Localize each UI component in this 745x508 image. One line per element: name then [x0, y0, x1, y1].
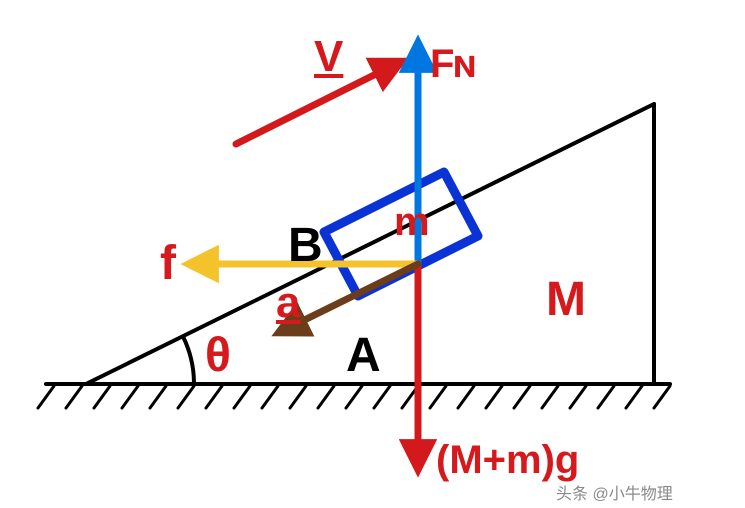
ground-hatch — [318, 386, 334, 408]
label-A: A — [346, 328, 381, 383]
label-f: f — [160, 236, 176, 291]
ground-hatch — [626, 386, 642, 408]
ground-hatch — [94, 386, 110, 408]
ground-hatch — [206, 386, 222, 408]
label-M: M — [546, 272, 586, 327]
label-a: a — [276, 278, 300, 328]
ground-hatch — [514, 386, 530, 408]
ground-hatch — [178, 386, 194, 408]
label-FN: Fɴ — [430, 42, 475, 87]
ground-hatch — [430, 386, 446, 408]
ground-hatch — [486, 386, 502, 408]
ground-hatch — [290, 386, 306, 408]
label-theta: θ — [205, 328, 231, 383]
ground-hatch — [234, 386, 250, 408]
ground-hatch — [598, 386, 614, 408]
ground-hatch — [374, 386, 390, 408]
ground-hatch — [38, 386, 54, 408]
ground-hatch — [262, 386, 278, 408]
diagram-svg — [0, 0, 745, 508]
ground-hatch — [122, 386, 138, 408]
label-v: V — [314, 32, 343, 82]
label-m: m — [394, 200, 430, 245]
label-B: B — [288, 218, 323, 273]
ground-hatch — [66, 386, 82, 408]
label-Mmg: (M+m)g — [436, 438, 579, 483]
watermark-text: 头条 @小牛物理 — [556, 480, 673, 504]
ground-hatch — [654, 386, 670, 408]
ground-hatch — [542, 386, 558, 408]
angle-arc — [183, 337, 194, 384]
diagram-stage: 头条 @小牛物理 θ AB Mm V Fɴ f a (M+m)g — [0, 0, 745, 508]
ground-hatch — [150, 386, 166, 408]
ground-hatch — [570, 386, 586, 408]
ground-hatch — [346, 386, 362, 408]
ground-hatch — [458, 386, 474, 408]
